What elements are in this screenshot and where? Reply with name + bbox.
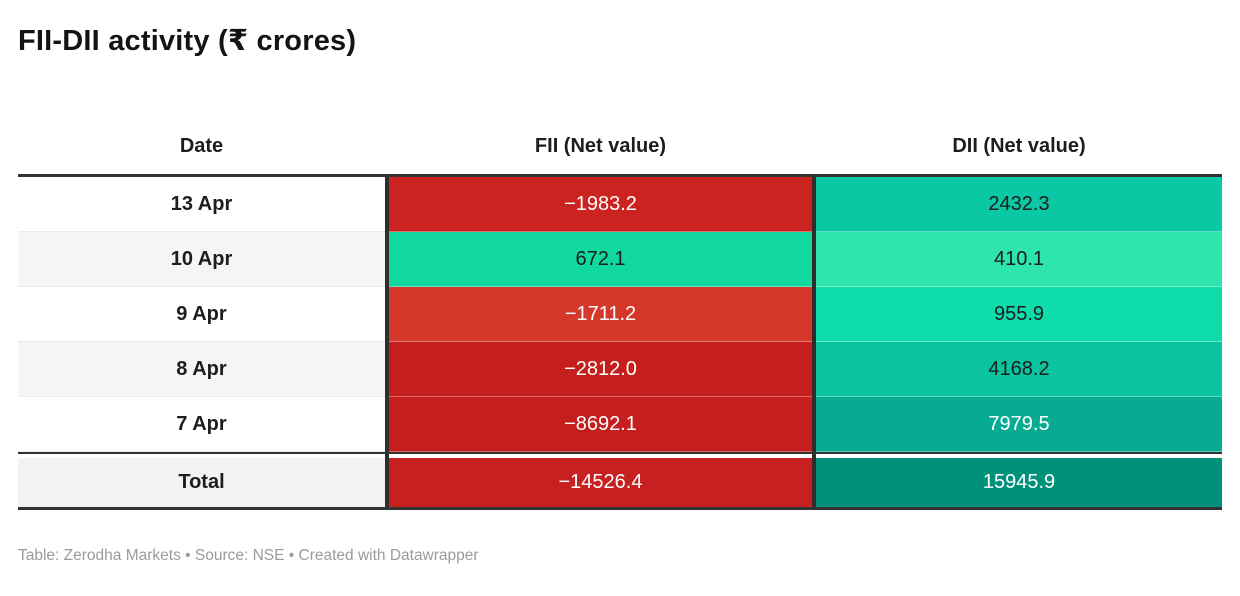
table-body: 13 Apr −1983.2 2432.3 10 Apr 672.1 410.1…	[18, 177, 1222, 452]
column-divider	[812, 177, 816, 232]
column-divider	[385, 287, 389, 342]
dii-cell: 410.1	[816, 232, 1222, 287]
column-divider	[385, 177, 389, 232]
dii-cell: 2432.3	[816, 177, 1222, 232]
page-title: FII-DII activity (₹ crores)	[18, 25, 357, 57]
table-row: 8 Apr −2812.0 4168.2	[18, 342, 1222, 397]
page: FII-DII activity (₹ crores) Date FII (Ne…	[18, 0, 1222, 566]
attribution-footer: Table: Zerodha Markets • Source: NSE • C…	[18, 547, 479, 564]
column-divider	[812, 232, 816, 287]
dii-cell: 4168.2	[816, 342, 1222, 397]
dii-cell: 7979.5	[816, 397, 1222, 452]
total-fii-cell: −14526.4	[389, 458, 812, 507]
column-divider	[385, 397, 389, 452]
fii-cell: −2812.0	[389, 342, 812, 397]
total-label-cell: Total	[18, 458, 385, 507]
column-divider	[812, 452, 816, 458]
column-divider	[385, 452, 389, 458]
table-row: 9 Apr −1711.2 955.9	[18, 287, 1222, 342]
date-cell: 8 Apr	[18, 342, 385, 397]
column-divider	[385, 458, 389, 507]
header-date: Date	[179, 135, 224, 157]
column-divider	[812, 287, 816, 342]
table-row: 10 Apr 672.1 410.1	[18, 232, 1222, 287]
fii-cell: −8692.1	[389, 397, 812, 452]
table-total-row: Total −14526.4 15945.9	[18, 458, 1222, 510]
date-cell: 7 Apr	[18, 397, 385, 452]
column-divider	[812, 458, 816, 507]
column-divider	[385, 342, 389, 397]
header-dii: DII (Net value)	[952, 135, 1086, 157]
fii-cell: 672.1	[389, 232, 812, 287]
divider-segment	[18, 452, 385, 458]
column-divider	[812, 342, 816, 397]
divider-segment	[389, 452, 812, 458]
total-dii-cell: 15945.9	[816, 458, 1222, 507]
fii-dii-table: Date FII (Net value) DII (Net value) 13 …	[18, 134, 1222, 510]
date-cell: 10 Apr	[18, 232, 385, 287]
dii-cell: 955.9	[816, 287, 1222, 342]
header-fii: FII (Net value)	[534, 135, 667, 157]
fii-cell: −1983.2	[389, 177, 812, 232]
table-row: 13 Apr −1983.2 2432.3	[18, 177, 1222, 232]
column-divider	[385, 232, 389, 287]
total-divider	[18, 452, 1222, 458]
table-row: 7 Apr −8692.1 7979.5	[18, 397, 1222, 452]
divider-segment	[816, 452, 1222, 458]
table-header-row: Date FII (Net value) DII (Net value)	[18, 134, 1222, 177]
column-divider	[812, 397, 816, 452]
fii-cell: −1711.2	[389, 287, 812, 342]
date-cell: 9 Apr	[18, 287, 385, 342]
date-cell: 13 Apr	[18, 177, 385, 232]
